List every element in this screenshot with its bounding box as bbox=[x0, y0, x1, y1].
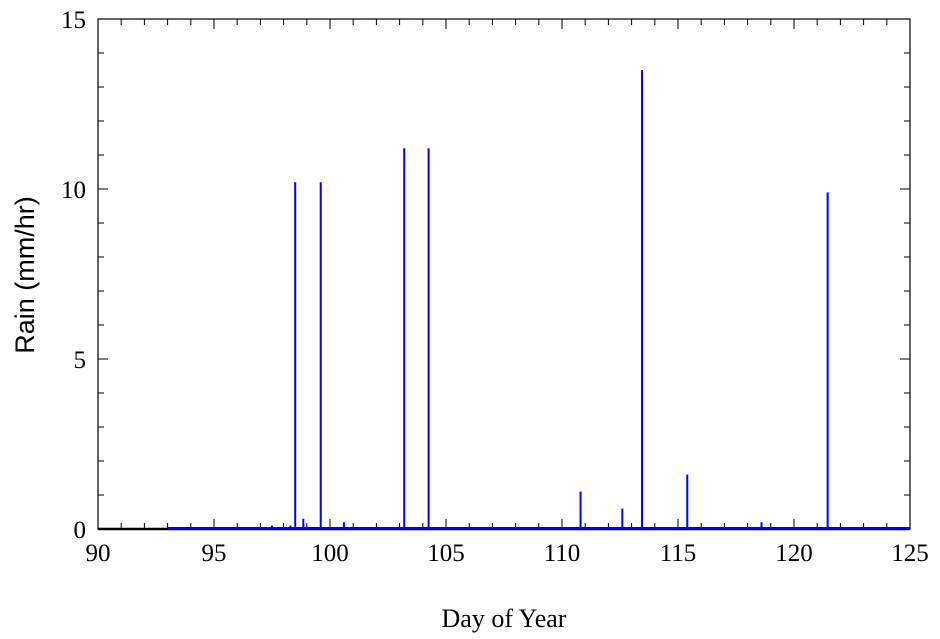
x-tick-label: 105 bbox=[427, 540, 465, 567]
y-tick-label: 15 bbox=[61, 7, 86, 34]
y-tick-label: 10 bbox=[61, 177, 86, 204]
y-tick-label: 0 bbox=[74, 517, 87, 544]
tick-labels: 90 95 100 105 110 115 120 125 0 5 10 15 bbox=[61, 7, 929, 567]
rain-series bbox=[167, 70, 910, 529]
x-tick-label: 110 bbox=[544, 540, 581, 567]
y-axis-label: Rain (mm/hr) bbox=[10, 196, 40, 354]
x-tick-label: 95 bbox=[202, 540, 227, 567]
x-tick-label: 120 bbox=[775, 540, 813, 567]
x-tick-label: 100 bbox=[311, 540, 349, 567]
plot-axes bbox=[97, 18, 911, 531]
x-tick-label: 90 bbox=[86, 540, 111, 567]
x-tick-label: 125 bbox=[891, 540, 929, 567]
x-axis-label: Day of Year bbox=[442, 604, 567, 633]
plot-frame bbox=[97, 18, 911, 530]
x-tick-label: 115 bbox=[660, 540, 697, 567]
y-tick-label: 5 bbox=[74, 347, 87, 374]
